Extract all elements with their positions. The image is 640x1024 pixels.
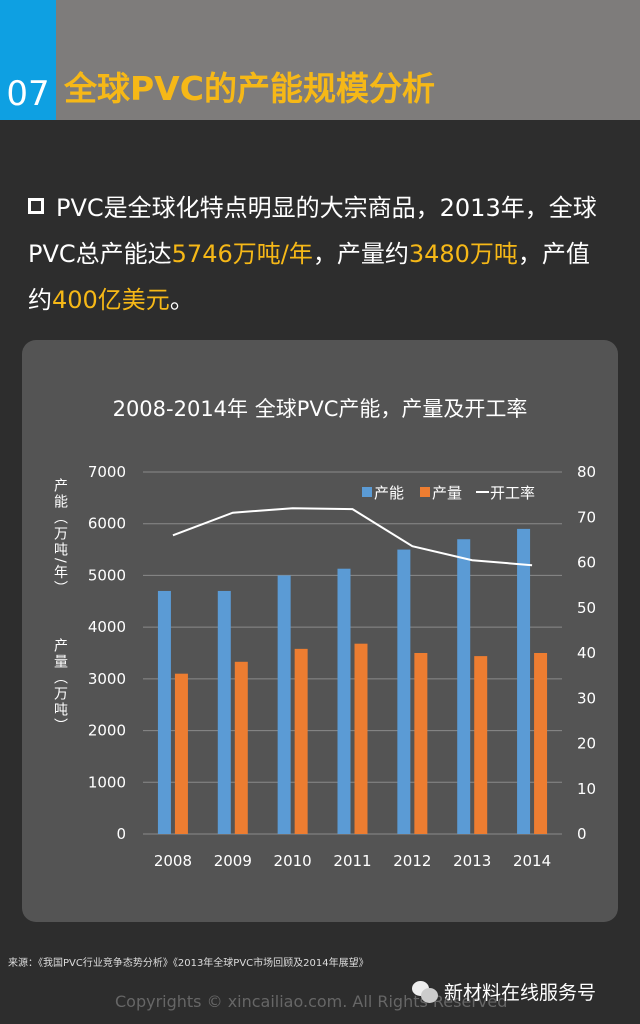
bar-产能 bbox=[397, 549, 411, 834]
text: ，产量约 bbox=[312, 240, 409, 268]
x-tick-label: 2014 bbox=[513, 852, 551, 870]
y-tick-label: 7000 bbox=[88, 463, 126, 481]
copyright: Copyrights © xincailiao.com. All Rights … bbox=[115, 992, 508, 1011]
y-tick-label: 5000 bbox=[88, 566, 126, 584]
wechat-account: 新材料在线服务号 bbox=[412, 978, 596, 1005]
text: ，产值约 bbox=[28, 240, 590, 314]
bar-产量 bbox=[174, 673, 188, 834]
y2-tick-label: 50 bbox=[577, 599, 596, 617]
x-tick-label: 2011 bbox=[333, 852, 371, 870]
output-value: 3480万吨 bbox=[408, 240, 518, 268]
y-tick-label: 3000 bbox=[88, 670, 126, 688]
legend-swatch bbox=[420, 487, 430, 497]
x-tick-label: 2010 bbox=[274, 852, 312, 870]
legend-label: 产能 bbox=[374, 484, 404, 502]
bar-产量 bbox=[354, 643, 368, 834]
page-title: 全球PVC的产能规模分析 bbox=[64, 69, 435, 108]
bar-产量 bbox=[534, 653, 548, 834]
bar-产能 bbox=[217, 590, 231, 834]
bullet-square-icon bbox=[28, 198, 44, 214]
bar-产能 bbox=[277, 575, 291, 834]
capacity-value: 5746万吨/年 bbox=[171, 240, 313, 268]
y-tick-label: 0 bbox=[116, 825, 126, 843]
source-note: 来源：《我国PVC行业竞争态势分析》《2013年全球PVC市场回顾及2014年展… bbox=[8, 958, 369, 969]
bar-产量 bbox=[414, 653, 428, 834]
y2-tick-label: 10 bbox=[577, 780, 596, 798]
bar-产能 bbox=[157, 590, 171, 834]
y-tick-label: 1000 bbox=[88, 773, 126, 791]
y2-tick-label: 0 bbox=[577, 825, 587, 843]
legend-swatch bbox=[362, 487, 372, 497]
y-tick-label: 4000 bbox=[88, 618, 126, 636]
legend-label: 开工率 bbox=[490, 484, 535, 502]
y2-tick-label: 40 bbox=[577, 644, 596, 662]
value-amount: 400亿美元 bbox=[52, 286, 170, 314]
x-tick-label: 2008 bbox=[154, 852, 192, 870]
bar-产能 bbox=[457, 539, 471, 834]
wechat-icon bbox=[412, 980, 438, 1003]
bar-产量 bbox=[234, 661, 248, 834]
bar-产量 bbox=[294, 648, 308, 834]
header-bar bbox=[0, 0, 640, 120]
bar-产能 bbox=[517, 528, 531, 834]
y-axis-label-capacity: 产能（万吨/年） bbox=[52, 478, 68, 597]
x-tick-label: 2013 bbox=[453, 852, 491, 870]
chart-title: 2008-2014年 全球PVC产能，产量及开工率 bbox=[112, 397, 528, 421]
y2-tick-label: 60 bbox=[577, 554, 596, 572]
x-tick-label: 2009 bbox=[214, 852, 252, 870]
text: 。 bbox=[169, 286, 194, 314]
section-number: 07 bbox=[0, 0, 56, 120]
line-开工率 bbox=[172, 507, 533, 567]
bar-产能 bbox=[337, 568, 351, 834]
y2-tick-label: 80 bbox=[577, 463, 596, 481]
y-tick-label: 6000 bbox=[88, 515, 126, 533]
bullet-text: PVC是全球化特点明显的大宗商品，2013年，全球PVC总产能达5746万吨/年… bbox=[28, 185, 613, 323]
wechat-name: 新材料在线服务号 bbox=[444, 982, 597, 1004]
y2-tick-label: 70 bbox=[577, 508, 596, 526]
bar-产量 bbox=[474, 656, 488, 834]
legend-label: 产量 bbox=[432, 484, 462, 502]
y2-tick-label: 20 bbox=[577, 735, 596, 753]
text: PVC是全球化特点明显的大宗商品，2013年，全球PVC总产能达 bbox=[28, 194, 597, 268]
x-tick-label: 2012 bbox=[393, 852, 431, 870]
y-tick-label: 2000 bbox=[88, 722, 126, 740]
y2-tick-label: 30 bbox=[577, 689, 596, 707]
y-axis-label-output: 产量（万吨） bbox=[52, 638, 68, 734]
